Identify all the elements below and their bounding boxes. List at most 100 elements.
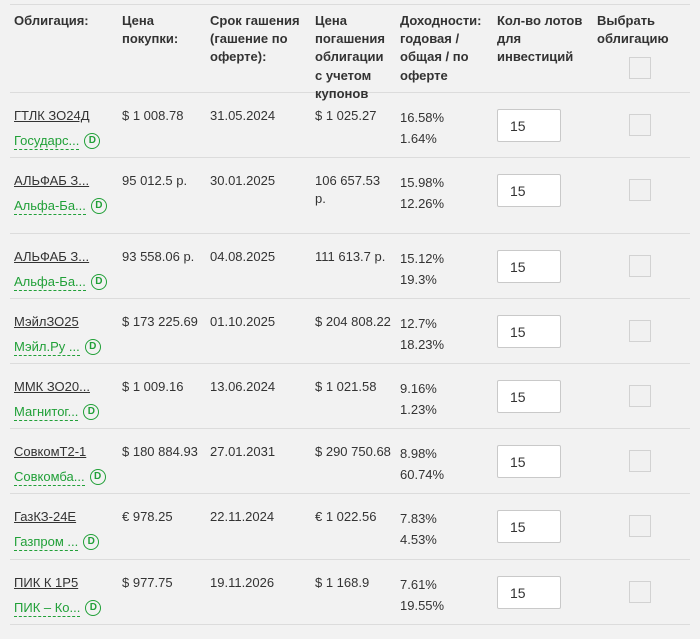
lots-input[interactable] [497,576,561,609]
purchase-price: 93 558.06 р. [122,249,195,264]
table-row: АЛЬФАБ З... Альфа-Ба... D 95 012.5 р. 30… [10,158,690,234]
disclosure-icon[interactable]: D [89,468,106,485]
purchase-price: € 978.25 [122,509,173,524]
bond-name-link[interactable]: ПИК К 1Р5 [14,575,79,590]
lots-input[interactable] [497,250,561,283]
bond-cell: СовкомТ2-1 Совкомба... D [14,443,122,493]
issuer-link[interactable]: Государс... [14,132,80,151]
disclosure-icon[interactable]: D [84,132,101,149]
redemption-price: $ 1 168.9 [315,575,370,590]
select-cell [597,443,690,493]
select-cell [597,248,690,298]
redemption-price: € 1 022.56 [315,509,377,524]
issuer-link[interactable]: Магнитог... [14,403,79,422]
yields-cell: 9.16% 1.23% [400,378,497,428]
yield-total: 19.55% [400,598,445,614]
select-cell [597,107,690,157]
lots-cell [497,313,597,363]
bond-name-link[interactable]: ГазКЗ-24Е [14,509,77,524]
table-header: Облигация: Цена покупки: Срок гашения (г… [10,5,690,101]
maturity-date: 30.01.2025 [210,173,276,188]
purchase-price: $ 180 884.93 [122,444,198,459]
redemption-price: $ 1 021.58 [315,379,377,394]
bond-name-link[interactable]: МэйлЗО25 [14,314,79,329]
disclosure-icon[interactable]: D [85,599,102,616]
yield-annual: 15.98% [400,175,445,190]
header-select: Выбрать облигацию [597,12,690,103]
issuer-link[interactable]: Альфа-Ба... [14,197,86,216]
yields-cell: 7.83% 4.53% [400,508,497,559]
bond-name-link[interactable]: АЛЬФАБ З... [14,249,90,264]
header-redemption-price: Цена погашения облигации с учетом купоно… [315,13,385,101]
bond-cell: АЛЬФАБ З... Альфа-Ба... D [14,248,122,298]
bond-name-link[interactable]: ГТЛК ЗО24Д [14,108,90,123]
select-bond-checkbox[interactable] [629,450,651,472]
bond-name-link[interactable]: ММК ЗО20... [14,379,90,394]
purchase-price: $ 173 225.69 [122,314,198,329]
select-cell [597,378,690,428]
yield-annual: 9.16% [400,381,437,396]
lots-input[interactable] [497,510,561,543]
select-all-checkbox[interactable] [629,57,651,80]
disclosure-icon[interactable]: D [90,197,107,214]
table-row: ММК ЗО20... Магнитог... D $ 1 009.16 13.… [10,364,690,429]
lots-input[interactable] [497,109,561,142]
select-bond-checkbox[interactable] [629,385,651,407]
select-cell [597,574,690,624]
select-cell [597,508,690,559]
bond-name-link[interactable]: АЛЬФАБ З... [14,173,90,188]
redemption-price: 106 657.53 р. [315,173,381,206]
maturity-date: 01.10.2025 [210,314,276,329]
disclosure-icon[interactable]: D [84,338,101,355]
disclosure-icon[interactable]: D [83,403,100,420]
yields-cell: 15.12% 19.3% [400,248,497,298]
table-row: МэйлЗО25 Мэйл.Ру ... D $ 173 225.69 01.1… [10,299,690,364]
issuer-link[interactable]: Совкомба... [14,468,85,487]
lots-input[interactable] [497,445,561,478]
select-bond-checkbox[interactable] [629,581,651,603]
lots-input[interactable] [497,174,561,207]
maturity-date: 19.11.2026 [210,575,275,590]
table-row: АЛЬФАБ З... Альфа-Ба... D 93 558.06 р. 0… [10,234,690,299]
bond-cell: ПИК К 1Р5 ПИК – Ко... D [14,574,122,624]
yield-total: 1.64% [400,131,437,147]
disclosure-icon[interactable]: D [83,533,100,550]
maturity-date: 27.01.2031 [210,444,276,459]
issuer-link[interactable]: Газпром ... [14,533,79,552]
yield-annual: 7.61% [400,577,437,592]
lots-input[interactable] [497,315,561,348]
select-bond-checkbox[interactable] [629,515,651,537]
yields-cell: 12.7% 18.23% [400,313,497,363]
disclosure-icon[interactable]: D [90,273,107,290]
issuer-link[interactable]: Альфа-Ба... [14,273,86,292]
select-cell [597,172,690,233]
lots-cell [497,574,597,624]
header-select-label: Выбрать облигацию [597,13,669,47]
yields-cell: 7.61% 19.55% [400,574,497,624]
yield-total: 18.23% [400,337,445,353]
lots-cell [497,378,597,428]
lots-cell [497,248,597,298]
yield-annual: 8.98% [400,446,437,461]
yields-cell: 16.58% 1.64% [400,107,497,157]
redemption-price: $ 290 750.68 [315,444,391,459]
bond-cell: МэйлЗО25 Мэйл.Ру ... D [14,313,122,363]
maturity-date: 22.11.2024 [210,509,275,524]
issuer-link[interactable]: Мэйл.Ру ... [14,338,80,357]
table-row: ПИК К 1Р5 ПИК – Ко... D $ 977.75 19.11.2… [10,560,690,625]
header-purchase-price: Цена покупки: [122,13,179,47]
maturity-date: 13.06.2024 [210,379,276,394]
purchase-price: 95 012.5 р. [122,173,188,188]
lots-cell [497,443,597,493]
lots-input[interactable] [497,380,561,413]
yields-cell: 15.98% 12.26% [400,172,497,233]
select-bond-checkbox[interactable] [629,114,651,136]
select-bond-checkbox[interactable] [629,255,651,277]
issuer-link[interactable]: ПИК – Ко... [14,599,81,618]
select-bond-checkbox[interactable] [629,179,651,201]
purchase-price: $ 1 008.78 [122,108,184,123]
select-bond-checkbox[interactable] [629,320,651,342]
bond-name-link[interactable]: СовкомТ2-1 [14,444,87,459]
table-row: ГТЛК ЗО24Д Государс... D $ 1 008.78 31.0… [10,93,690,158]
redemption-price: $ 1 025.27 [315,108,377,123]
